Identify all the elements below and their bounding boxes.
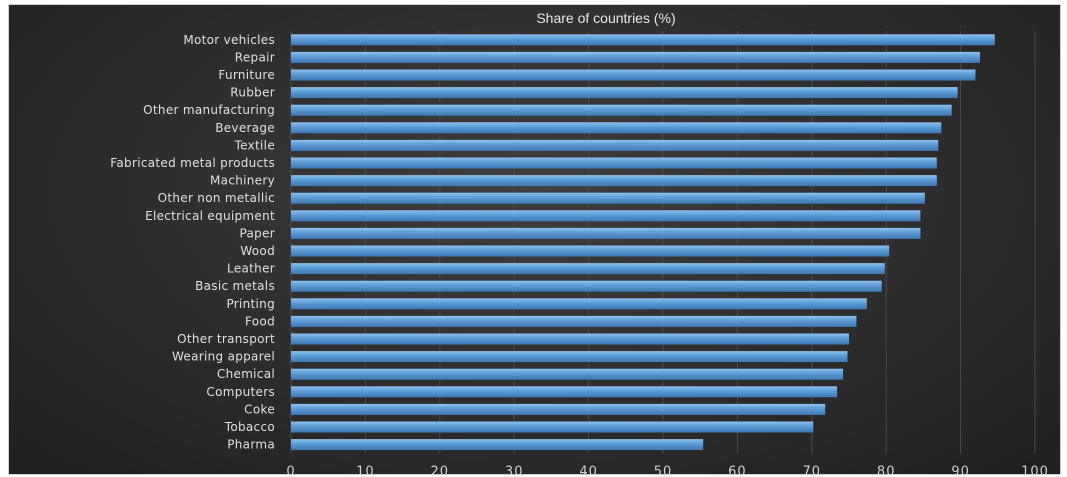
bar (291, 421, 814, 433)
bar (291, 245, 890, 257)
chart-panel: Share of countries (%) Motor vehicles Rep… (8, 4, 1061, 475)
category-label: Electrical equipment (145, 209, 275, 223)
category-label: Chemical (217, 367, 275, 381)
x-tick-label: 0 (286, 464, 295, 474)
bars (291, 34, 995, 451)
x-tick-label: 90 (951, 464, 970, 474)
category-label: Other non metallic (158, 191, 275, 205)
category-label: Rubber (230, 86, 275, 100)
category-label: Food (245, 314, 275, 328)
bar (291, 368, 844, 380)
x-tick-label: 60 (728, 464, 747, 474)
bar (291, 69, 976, 81)
category-label: Furniture (218, 68, 275, 82)
x-tick-label: 30 (505, 464, 524, 474)
category-label: Other transport (177, 332, 275, 346)
x-tick-label: 10 (356, 464, 375, 474)
bar (291, 210, 921, 222)
bar (291, 439, 704, 451)
bar (291, 263, 885, 275)
category-label: Machinery (210, 174, 275, 188)
category-label: Other manufacturing (143, 103, 275, 117)
x-tick-label: 20 (431, 464, 450, 474)
bar (291, 227, 921, 239)
bar-chart: Share of countries (%) Motor vehicles Rep… (110, 10, 1049, 474)
bar (291, 192, 925, 204)
x-axis-ticks: 0 10 20 30 40 50 60 70 80 90 100 (286, 464, 1049, 474)
category-label: Tobacco (224, 420, 275, 434)
x-tick-label: 40 (579, 464, 598, 474)
category-labels: Motor vehicles Repair Furniture Rubber Other… (110, 33, 275, 452)
bar (291, 157, 937, 169)
bar (291, 333, 849, 345)
x-tick-label: 100 (1021, 464, 1049, 474)
category-label: Wearing apparel (172, 350, 275, 364)
category-label: Printing (226, 297, 275, 311)
bar (291, 139, 939, 151)
gridlines (290, 31, 1036, 454)
category-label: Leather (227, 262, 275, 276)
x-tick-label: 70 (803, 464, 822, 474)
bar (291, 122, 942, 134)
bar (291, 386, 838, 398)
bar (291, 87, 958, 99)
category-label: Paper (240, 226, 275, 240)
bar (291, 34, 995, 46)
category-label: Motor vehicles (183, 33, 275, 47)
bar (291, 104, 952, 116)
bar (291, 351, 848, 363)
category-label: Wood (240, 244, 275, 258)
bar (291, 403, 826, 415)
category-label: Beverage (215, 121, 275, 135)
bar (291, 51, 980, 63)
category-label: Pharma (227, 438, 275, 452)
category-label: Textile (234, 138, 275, 152)
category-label: Fabricated metal products (110, 156, 275, 170)
x-tick-label: 50 (654, 464, 673, 474)
x-tick-label: 80 (877, 464, 896, 474)
bar (291, 280, 882, 292)
category-label: Basic metals (195, 279, 275, 293)
category-label: Coke (244, 402, 275, 416)
category-label: Computers (206, 385, 275, 399)
bar (291, 298, 867, 310)
category-label: Repair (235, 50, 275, 64)
bar (291, 175, 937, 187)
bar (291, 315, 857, 327)
chart-title: Share of countries (%) (536, 10, 675, 26)
